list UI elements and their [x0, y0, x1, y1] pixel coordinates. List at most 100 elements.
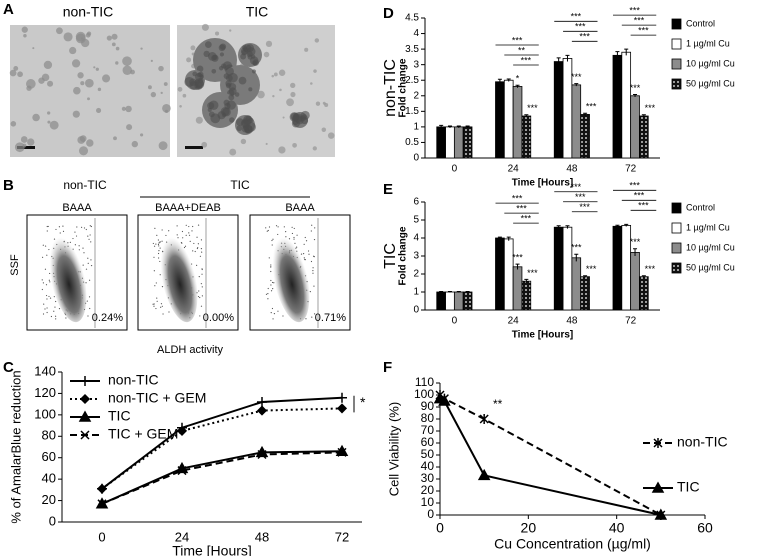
y-tick-label: 60: [42, 449, 56, 464]
y-tick-label: 0: [49, 513, 56, 528]
error-bar: [465, 290, 470, 293]
event: [154, 227, 156, 229]
y-tick-label: 60: [421, 435, 435, 449]
bar: [503, 238, 514, 311]
significance: ***: [645, 103, 656, 113]
event: [153, 305, 155, 307]
event: [153, 270, 155, 272]
event: [153, 245, 156, 247]
error-bar: [633, 94, 638, 98]
event: [305, 240, 308, 242]
cell: [78, 146, 89, 156]
event: [312, 270, 314, 272]
event: [46, 230, 48, 232]
marker: [654, 508, 668, 520]
error-bar: [641, 114, 646, 118]
marker: [256, 405, 268, 416]
cell: [263, 51, 270, 58]
y-tick-label: 20: [421, 483, 435, 497]
significance: ***: [512, 252, 523, 262]
cell: [292, 142, 297, 148]
event: [83, 227, 86, 229]
event: [267, 229, 269, 232]
event: [302, 253, 305, 255]
spheroid-texture: [196, 65, 204, 73]
event: [160, 303, 163, 305]
marker: [479, 414, 489, 424]
legend-swatch: [671, 18, 682, 30]
series-line: [101, 451, 343, 505]
y-tick-label: 6: [413, 197, 419, 208]
event: [197, 224, 200, 226]
density: [47, 227, 87, 323]
cell: [186, 57, 192, 63]
event: [42, 313, 45, 315]
cell: [77, 136, 86, 144]
y-tick-label: 50: [421, 447, 435, 461]
event: [55, 300, 57, 303]
cell: [26, 85, 32, 91]
series-line: [101, 396, 343, 490]
event: [271, 281, 274, 284]
bracket-label: ***: [512, 35, 523, 45]
bracket-label: ***: [575, 192, 586, 202]
error-bar: [574, 83, 579, 87]
legend-label: non-TIC: [108, 372, 159, 388]
bar: [571, 257, 582, 311]
event: [270, 264, 272, 266]
event: [272, 318, 274, 320]
event: [87, 235, 89, 237]
event: [43, 303, 45, 305]
bracket-label: ***: [571, 12, 582, 22]
event: [160, 306, 162, 308]
cell: [271, 74, 275, 78]
event: [200, 239, 203, 241]
y-tick-label: 1: [413, 287, 419, 298]
x-axis-label: Time [Hours]: [172, 543, 252, 556]
error-bar: [641, 275, 646, 278]
bar: [445, 126, 455, 159]
cell: [126, 124, 133, 131]
y-tick-label: 120: [34, 385, 56, 400]
bracket-label: ***: [579, 32, 590, 42]
spheroid-texture: [236, 118, 244, 127]
error-bar: [456, 290, 461, 293]
x-tick-label: 40: [609, 520, 625, 536]
spheroid-texture: [196, 72, 202, 78]
cell: [265, 142, 268, 146]
event: [201, 268, 203, 271]
event: [198, 276, 200, 278]
bar: [462, 291, 473, 311]
y-tick-label: 3: [413, 251, 419, 262]
x-tick-label: 0: [98, 529, 105, 544]
event: [82, 247, 84, 249]
y-axis-label: Cell Viability (%): [386, 402, 401, 496]
marker: [337, 447, 347, 457]
event: [303, 257, 305, 259]
event: [156, 300, 158, 302]
event: [273, 282, 275, 284]
cell: [229, 29, 232, 32]
y-tick-label: 3: [413, 59, 419, 70]
cell: [190, 45, 196, 51]
event: [268, 257, 270, 259]
event: [72, 237, 74, 240]
bracket-label: ***: [575, 22, 586, 32]
cell: [69, 46, 77, 55]
event: [86, 300, 88, 302]
y-tick-label: 80: [421, 411, 435, 425]
cell: [290, 91, 296, 98]
side-label: non-TIC: [382, 59, 399, 117]
significance: ***: [586, 264, 597, 274]
x-tick-label: 72: [625, 164, 637, 175]
error-bar: [615, 224, 620, 228]
event: [53, 296, 55, 298]
event: [313, 313, 316, 315]
cell: [278, 69, 286, 76]
y-tick-label: 90: [421, 399, 435, 413]
event: [275, 225, 278, 227]
bracket-label: ***: [521, 55, 532, 65]
bar: [612, 225, 623, 311]
event: [41, 256, 44, 258]
cell: [47, 111, 51, 115]
